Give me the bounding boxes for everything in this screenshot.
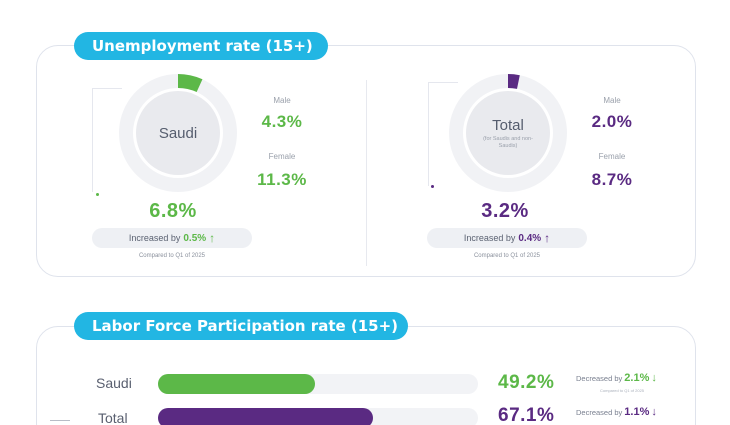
- saudi-change-pill: Increased by 0.5% ↑: [92, 228, 252, 248]
- saudi-female-value: 11.3%: [257, 170, 307, 189]
- total-donut-label: Total: [492, 116, 524, 134]
- total-female-value: 8.7%: [591, 170, 633, 189]
- left-edge-mark: [50, 420, 70, 421]
- participation-saudi-change: Decreased by 2.1% ↓: [576, 372, 657, 384]
- arrow-up-icon: ↑: [209, 231, 216, 245]
- participation-total-bar: [158, 408, 373, 425]
- total-donut: Total (for Saudis and non-Saudis): [443, 68, 573, 198]
- saudi-change-prefix: Increased by: [128, 233, 181, 243]
- section-divider: [366, 80, 367, 266]
- total-donut-arc: [449, 74, 567, 192]
- unemployment-title: Unemployment rate (15+): [74, 32, 328, 60]
- participation-title: Labor Force Participation rate (15+): [74, 312, 408, 340]
- total-male-value: 2.0%: [591, 112, 633, 131]
- participation-total-track: [158, 408, 478, 425]
- participation-saudi-value: 49.2%: [498, 372, 555, 393]
- total-compared: Compared to Q1 of 2025: [473, 253, 541, 259]
- arrow-up-icon: ↑: [544, 231, 551, 245]
- participation-total-value: 67.1%: [498, 405, 555, 425]
- participation-saudi-change-prefix: Decreased by: [576, 373, 623, 383]
- total-bracket: [428, 82, 458, 186]
- saudi-compared: Compared to Q1 of 2025: [138, 253, 206, 259]
- participation-total-change: Decreased by 1.1% ↓: [576, 406, 657, 418]
- saudi-donut-label: Saudi: [158, 124, 198, 142]
- total-overall-value: 3.2%: [481, 200, 529, 222]
- total-male-label: Male: [603, 96, 621, 105]
- participation-saudi-compared: Compared to Q1 of 2025: [600, 388, 645, 393]
- total-dot: [431, 185, 434, 188]
- saudi-donut-arc: [119, 74, 237, 192]
- saudi-donut: Saudi: [113, 68, 243, 198]
- total-change-value: 0.4%: [518, 232, 542, 244]
- saudi-male-value: 4.3%: [261, 112, 303, 131]
- participation-saudi-track: [158, 374, 478, 394]
- saudi-male-label: Male: [273, 96, 291, 105]
- saudi-female-label: Female: [268, 152, 296, 161]
- total-change-pill: Increased by 0.4% ↑: [427, 228, 587, 248]
- participation-total-change-prefix: Decreased by: [576, 407, 623, 417]
- participation-saudi-bar: [158, 374, 315, 394]
- arrow-down-icon: ↓: [651, 372, 657, 384]
- participation-saudi-label: Saudi: [96, 375, 132, 391]
- participation-total-label: Total: [98, 410, 128, 425]
- arrow-down-icon: ↓: [651, 406, 657, 418]
- participation-total-change-value: 1.1%: [624, 406, 650, 418]
- saudi-change-value: 0.5%: [183, 232, 207, 244]
- participation-saudi-change-value: 2.1%: [624, 372, 650, 384]
- total-donut-sublabel: (for Saudis and non-Saudis): [483, 135, 533, 149]
- total-female-label: Female: [598, 152, 626, 161]
- total-change-prefix: Increased by: [463, 233, 516, 243]
- saudi-overall-value: 6.8%: [149, 200, 197, 222]
- saudi-bracket: [92, 88, 122, 192]
- saudi-dot: [96, 193, 99, 196]
